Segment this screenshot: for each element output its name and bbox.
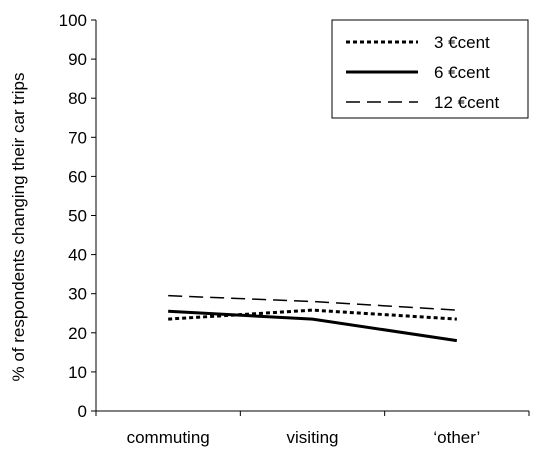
y-tick-label: 90 — [68, 50, 87, 69]
series-line-1 — [168, 308, 457, 321]
y-tick-label: 80 — [68, 89, 87, 108]
legend-label: 6 €cent — [434, 63, 490, 82]
series-line-2 — [168, 309, 458, 343]
legend-box — [331, 19, 529, 119]
y-tick-label: 40 — [68, 246, 87, 265]
y-axis-ticks: 0 10 20 30 40 50 60 70 80 90 100 — [59, 11, 96, 421]
y-tick-label: 20 — [68, 324, 87, 343]
y-tick-label: 30 — [68, 285, 87, 304]
x-tick-label: commuting — [127, 428, 210, 447]
legend-label: 12 €cent — [434, 93, 499, 112]
legend: 3 €cent 6 €cent 12 €cent — [331, 19, 529, 119]
y-tick-label: 100 — [59, 11, 87, 30]
x-tick-label: visiting — [287, 428, 339, 447]
y-tick-label: 70 — [68, 128, 87, 147]
x-tick-label: ‘other’ — [433, 428, 480, 447]
series-lines — [168, 294, 458, 343]
y-tick-label: 60 — [68, 167, 87, 186]
x-axis-ticks: commuting visiting ‘other’ — [95, 411, 530, 447]
y-tick-label: 0 — [78, 402, 87, 421]
y-tick-label: 10 — [68, 363, 87, 382]
series-line-3 — [168, 294, 457, 311]
y-tick-label: 50 — [68, 207, 87, 226]
legend-label: 3 €cent — [434, 33, 490, 52]
y-axis-title: % of respondents changing their car trip… — [9, 72, 28, 381]
